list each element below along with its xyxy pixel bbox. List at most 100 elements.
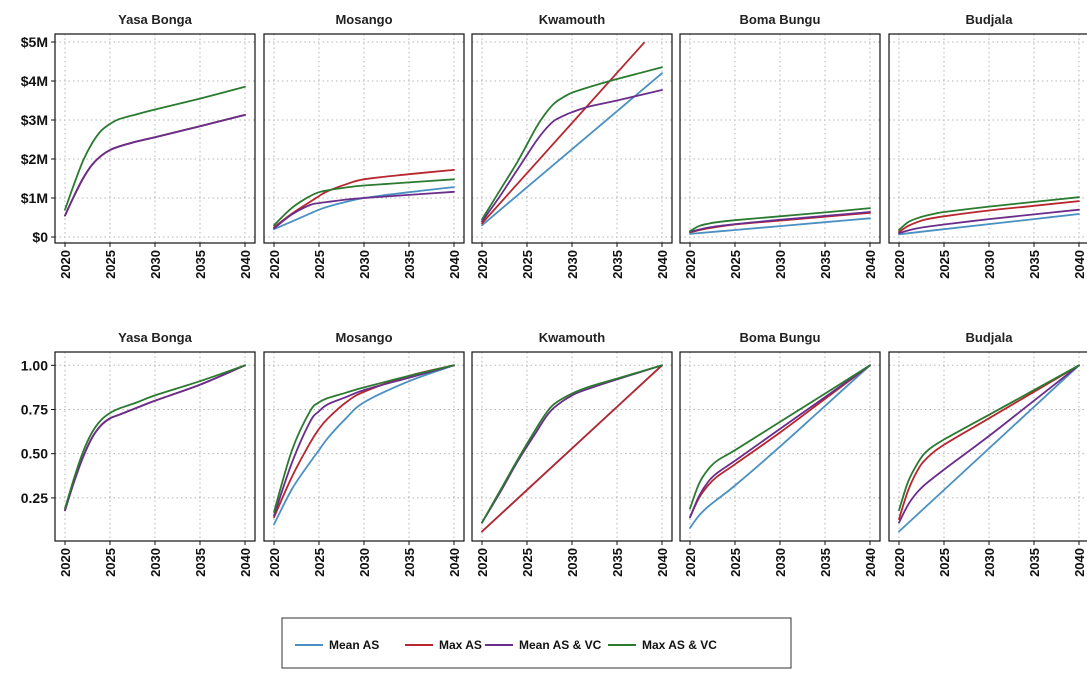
series-line-mean-as-vc (64, 364, 246, 512)
series-line-max-as-vc (898, 364, 1080, 512)
x-tick-label: 2020 (683, 250, 698, 279)
panel-title: Budjala (966, 330, 1014, 345)
x-tick-label: 2030 (148, 548, 163, 577)
series-line-max-as (481, 364, 663, 533)
series-line-max-as-vc (273, 364, 455, 513)
x-tick-label: 2025 (728, 250, 743, 279)
x-tick-label: 2030 (773, 250, 788, 279)
series-line-mean-as-vc (689, 211, 871, 233)
series-line-mean-as (481, 72, 663, 227)
series-line-max-as (481, 41, 645, 225)
panel-kwamouth-absolute: Kwamouth 2020 2025 2030 2035 2040 (471, 12, 673, 279)
panel-budjala-normalized: Budjala 2020 2025 2030 2035 2040 (888, 330, 1087, 577)
x-tick-label: 2035 (402, 548, 417, 577)
x-tick-label: 2025 (103, 250, 118, 279)
series-line-max-as (898, 364, 1080, 520)
x-tick-label: 2030 (565, 548, 580, 577)
series-line-max-as-vc (64, 364, 246, 510)
legend: Mean AS Max AS Mean AS & VC Max AS & VC (281, 617, 792, 669)
x-tick-label: 2020 (475, 250, 490, 279)
x-tick-label: 2035 (610, 548, 625, 577)
x-tick-label: 2035 (1027, 548, 1042, 577)
y-tick-label: $0 (32, 229, 48, 245)
panel-budjala-absolute: Budjala 2020 2025 2030 2035 2040 (888, 12, 1087, 279)
panel-boma-bungu-absolute: Boma Bungu 2020 2025 2030 2035 2040 (679, 12, 881, 279)
panel-yasa-bonga-absolute: Yasa Bonga 2020 2025 2030 2035 2040 $0 $1M $2M $3… (21, 12, 256, 279)
x-tick-label: 2040 (1072, 548, 1087, 577)
x-tick-label: 2040 (863, 250, 878, 279)
series-line-mean-as-vc (481, 89, 663, 223)
x-tick-label: 2020 (892, 548, 907, 577)
x-tick-label: 2025 (520, 250, 535, 279)
panel-mosango-absolute: Mosango 2020 2025 2030 2035 2040 (263, 12, 465, 279)
series-line-mean-as (689, 364, 871, 529)
x-tick-label: 2040 (655, 250, 670, 279)
x-tick-label: 2030 (565, 250, 580, 279)
legend-label: Max AS & VC (642, 638, 717, 652)
x-tick-label: 2025 (937, 250, 952, 279)
legend-label: Mean AS (329, 638, 379, 652)
legend-label: Max AS (439, 638, 482, 652)
series-line-max-as-vc (898, 196, 1080, 231)
legend-item-mean-as-vc: Mean AS & VC (485, 638, 602, 652)
x-tick-label: 2035 (610, 250, 625, 279)
series-line-mean-as (273, 186, 455, 231)
series-line-mean-as (273, 364, 455, 526)
series-line-max-as (898, 200, 1080, 233)
x-tick-label: 2020 (58, 250, 73, 279)
series-line-mean-as-vc (898, 364, 1080, 524)
x-tick-label: 2020 (892, 250, 907, 279)
y-tick-label: $3M (21, 112, 48, 128)
legend-frame (281, 617, 792, 669)
x-tick-label: 2035 (193, 548, 208, 577)
x-tick-label: 2040 (447, 250, 462, 279)
series-line-mean-as (898, 213, 1080, 236)
x-tick-label: 2035 (1027, 250, 1042, 279)
y-tick-label: 1.00 (21, 357, 48, 373)
panel-title: Budjala (966, 12, 1014, 27)
x-tick-label: 2020 (267, 548, 282, 577)
x-tick-label: 2025 (728, 548, 743, 577)
panel-title: Kwamouth (539, 12, 606, 27)
series-line-max-as-vc (64, 85, 246, 211)
x-tick-label: 2025 (103, 548, 118, 577)
x-tick-label: 2030 (982, 250, 997, 279)
series-line-max-as-vc (481, 364, 663, 524)
x-tick-label: 2025 (937, 548, 952, 577)
panel-mosango-normalized: Mosango 2020 2025 2030 2035 2040 (263, 330, 465, 577)
y-tick-label: $5M (21, 34, 48, 50)
panel-title: Mosango (335, 12, 392, 27)
x-tick-label: 2030 (357, 250, 372, 279)
x-tick-label: 2020 (58, 548, 73, 577)
x-tick-label: 2040 (447, 548, 462, 577)
legend-item-max-as: Max AS (405, 638, 482, 652)
x-tick-label: 2020 (475, 548, 490, 577)
y-tick-label: 0.25 (21, 490, 48, 506)
x-tick-label: 2040 (1072, 250, 1087, 279)
x-tick-label: 2035 (818, 250, 833, 279)
x-tick-label: 2035 (402, 250, 417, 279)
y-tick-label: 0.75 (21, 401, 48, 417)
series-line-max-as-vc (273, 178, 455, 227)
series-line-mean-as-vc (689, 364, 871, 519)
x-tick-label: 2040 (238, 548, 253, 577)
x-tick-label: 2020 (683, 548, 698, 577)
x-tick-label: 2025 (312, 548, 327, 577)
legend-item-max-as-vc: Max AS & VC (608, 638, 717, 652)
facet-row-absolute: Yasa Bonga 2020 2025 2030 2035 2040 $0 $1M $2M $3… (21, 12, 1087, 279)
panel-kwamouth-normalized: Kwamouth 2020 2025 2030 2035 2040 (471, 330, 673, 577)
y-tick-label: $1M (21, 190, 48, 206)
panel-title: Kwamouth (539, 330, 606, 345)
x-tick-label: 2030 (982, 548, 997, 577)
series-line-mean-as-vc (898, 208, 1080, 234)
series-line-mean-as (898, 364, 1080, 533)
x-tick-label: 2040 (238, 250, 253, 279)
x-tick-label: 2025 (312, 250, 327, 279)
series-line-mean-as-vc (273, 364, 455, 517)
panel-title: Boma Bungu (740, 12, 821, 27)
panel-title: Boma Bungu (740, 330, 821, 345)
facet-row-normalized: Yasa Bonga 2020 2025 2030 2035 2040 0.25 0.50 0.… (21, 330, 1087, 577)
x-tick-label: 2040 (655, 548, 670, 577)
